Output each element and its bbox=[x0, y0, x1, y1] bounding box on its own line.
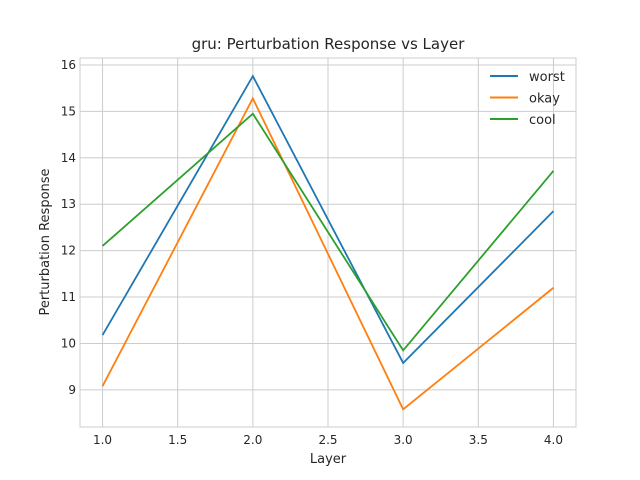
chart-title: gru: Perturbation Response vs Layer bbox=[192, 35, 466, 53]
legend-label-cool: cool bbox=[529, 113, 556, 128]
legend-label-okay: okay bbox=[529, 92, 560, 107]
y-axis-ticks: 9 10 11 12 13 14 15 16 bbox=[61, 58, 76, 397]
series-line-cool bbox=[101, 112, 555, 352]
legend: worst okay cool bbox=[490, 70, 565, 128]
series-lines bbox=[101, 74, 555, 411]
x-tick-label: 4.0 bbox=[544, 433, 563, 447]
x-axis-label: Layer bbox=[310, 452, 347, 467]
y-axis-label: Perturbation Response bbox=[38, 168, 53, 315]
x-axis-ticks: 1.0 1.5 2.0 2.5 3.0 3.5 4.0 bbox=[93, 433, 563, 447]
legend-label-worst: worst bbox=[529, 70, 565, 85]
y-tick-label: 9 bbox=[68, 383, 76, 397]
y-tick-label: 13 bbox=[61, 197, 76, 211]
y-tick-label: 14 bbox=[61, 151, 76, 165]
x-tick-label: 2.5 bbox=[318, 433, 337, 447]
y-tick-label: 10 bbox=[61, 336, 76, 350]
x-tick-label: 3.5 bbox=[469, 433, 488, 447]
y-tick-label: 15 bbox=[61, 104, 76, 118]
grid bbox=[80, 58, 576, 427]
x-tick-label: 3.0 bbox=[394, 433, 413, 447]
y-tick-label: 11 bbox=[61, 290, 76, 304]
series-line-worst bbox=[101, 74, 555, 365]
y-tick-label: 12 bbox=[61, 244, 76, 258]
x-tick-label: 1.5 bbox=[168, 433, 187, 447]
series-line-okay bbox=[101, 96, 555, 411]
y-tick-label: 16 bbox=[61, 58, 76, 72]
x-tick-label: 2.0 bbox=[243, 433, 262, 447]
x-tick-label: 1.0 bbox=[93, 433, 112, 447]
